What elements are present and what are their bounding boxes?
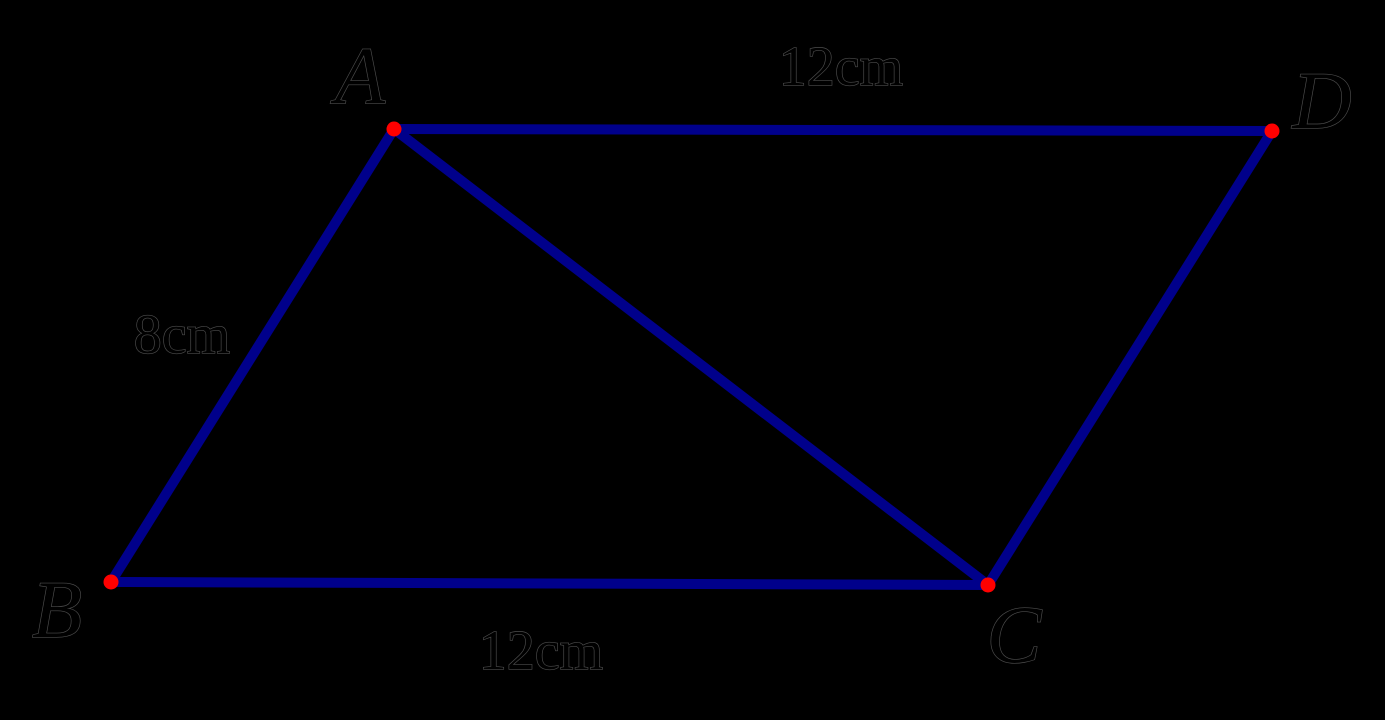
side-label-AB: 8cm: [134, 304, 230, 366]
side-label-AD: 12cm: [779, 36, 903, 98]
edge-AD: [389, 124, 1277, 136]
vertex-dots-group: [103, 121, 1280, 593]
vertex-dot-B: [103, 574, 119, 590]
vertex-label-A: A: [330, 30, 386, 121]
vertex-label-D: D: [1291, 55, 1351, 146]
side-label-BC: 12cm: [479, 620, 603, 682]
edge-BC: [106, 577, 993, 590]
diagonal-AC: [389, 124, 993, 590]
vertex-label-C: C: [987, 589, 1043, 680]
vertex-dot-D: [1264, 123, 1280, 139]
labels-group: A B C D 12cm 8cm 12cm: [31, 29, 1352, 682]
edges-group: [106, 124, 1277, 590]
vertex-label-B: B: [32, 564, 82, 655]
vertex-dot-A: [386, 121, 402, 137]
edge-AB: [106, 124, 399, 587]
edge-CD: [983, 126, 1277, 590]
vertex-dot-C: [980, 577, 996, 593]
